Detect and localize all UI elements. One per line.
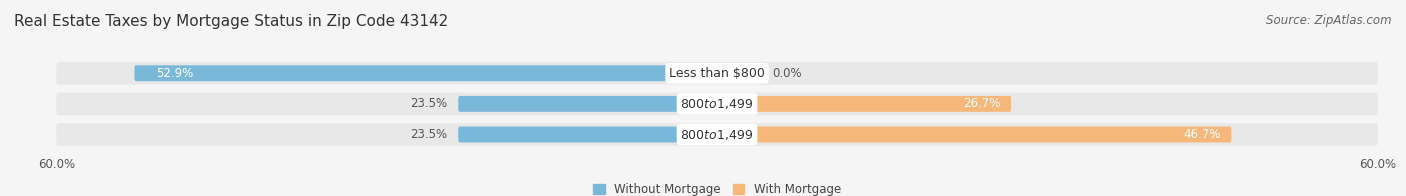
Text: Real Estate Taxes by Mortgage Status in Zip Code 43142: Real Estate Taxes by Mortgage Status in … bbox=[14, 14, 449, 29]
FancyBboxPatch shape bbox=[458, 127, 717, 142]
Legend: Without Mortgage, With Mortgage: Without Mortgage, With Mortgage bbox=[588, 178, 846, 196]
Text: Less than $800: Less than $800 bbox=[669, 67, 765, 80]
Text: Source: ZipAtlas.com: Source: ZipAtlas.com bbox=[1267, 14, 1392, 27]
FancyBboxPatch shape bbox=[56, 123, 1378, 146]
Text: 52.9%: 52.9% bbox=[156, 67, 194, 80]
FancyBboxPatch shape bbox=[56, 93, 1378, 115]
Text: $800 to $1,499: $800 to $1,499 bbox=[681, 128, 754, 142]
FancyBboxPatch shape bbox=[458, 96, 717, 112]
Text: 0.0%: 0.0% bbox=[772, 67, 801, 80]
Text: 46.7%: 46.7% bbox=[1182, 128, 1220, 141]
FancyBboxPatch shape bbox=[717, 127, 1232, 142]
FancyBboxPatch shape bbox=[135, 65, 717, 81]
Text: $800 to $1,499: $800 to $1,499 bbox=[681, 97, 754, 111]
Text: 23.5%: 23.5% bbox=[411, 128, 447, 141]
Text: 26.7%: 26.7% bbox=[963, 97, 1000, 110]
Text: 23.5%: 23.5% bbox=[411, 97, 447, 110]
FancyBboxPatch shape bbox=[717, 96, 1011, 112]
FancyBboxPatch shape bbox=[56, 62, 1378, 85]
